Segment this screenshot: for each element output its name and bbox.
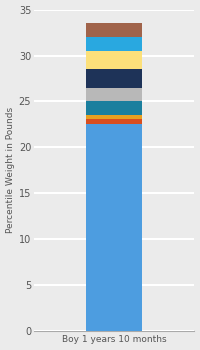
Bar <box>86 37 142 51</box>
Bar <box>86 102 142 115</box>
Bar <box>86 119 142 125</box>
Bar <box>86 23 142 37</box>
Bar <box>86 88 142 101</box>
Y-axis label: Percentile Weight in Pounds: Percentile Weight in Pounds <box>6 107 15 233</box>
Bar <box>86 115 142 119</box>
Bar <box>86 125 142 331</box>
Bar <box>86 51 142 69</box>
Bar <box>86 69 142 88</box>
